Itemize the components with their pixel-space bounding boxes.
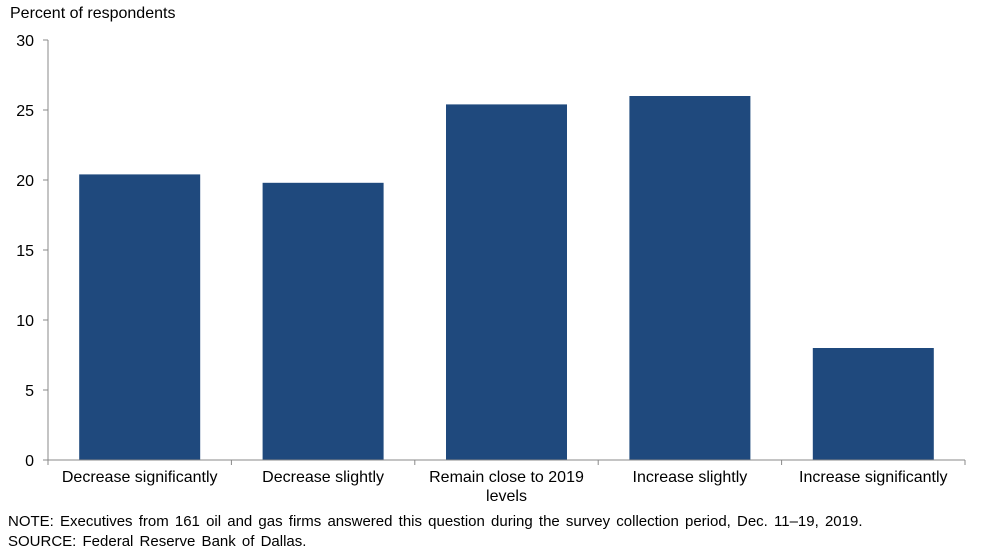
bar-chart: 0 5 10 15 20 25 30 Decrease significantly Decrea…: [16, 33, 966, 505]
note-text: NOTE: Executives from 161 oil and gas fi…: [8, 513, 863, 530]
bar-4: [629, 96, 751, 460]
bar-3: [446, 104, 567, 461]
y-tick-label: 20: [16, 173, 34, 190]
bar-2: [262, 182, 384, 461]
y-tick-label: 30: [16, 33, 34, 50]
y-tick-label: 10: [16, 313, 34, 330]
x-tick-label: Remain close to 2019 levels: [429, 469, 584, 505]
x-tick-label: Decrease slightly: [262, 469, 384, 486]
bar-1: [79, 174, 201, 460]
source-text: SOURCE: Federal Reserve Bank of Dallas.: [8, 533, 307, 550]
x-tick-label: Increase significantly: [799, 469, 948, 486]
y-tick-label: 0: [25, 453, 34, 470]
y-tick-label: 25: [16, 103, 34, 120]
y-axis-label: Percent of respondents: [10, 5, 176, 22]
x-tick-label: Decrease significantly: [62, 469, 218, 486]
y-tick-label: 5: [25, 383, 34, 400]
bar-5: [812, 348, 934, 460]
x-tick-label: Increase slightly: [633, 469, 748, 486]
y-tick-label: 15: [16, 243, 34, 260]
